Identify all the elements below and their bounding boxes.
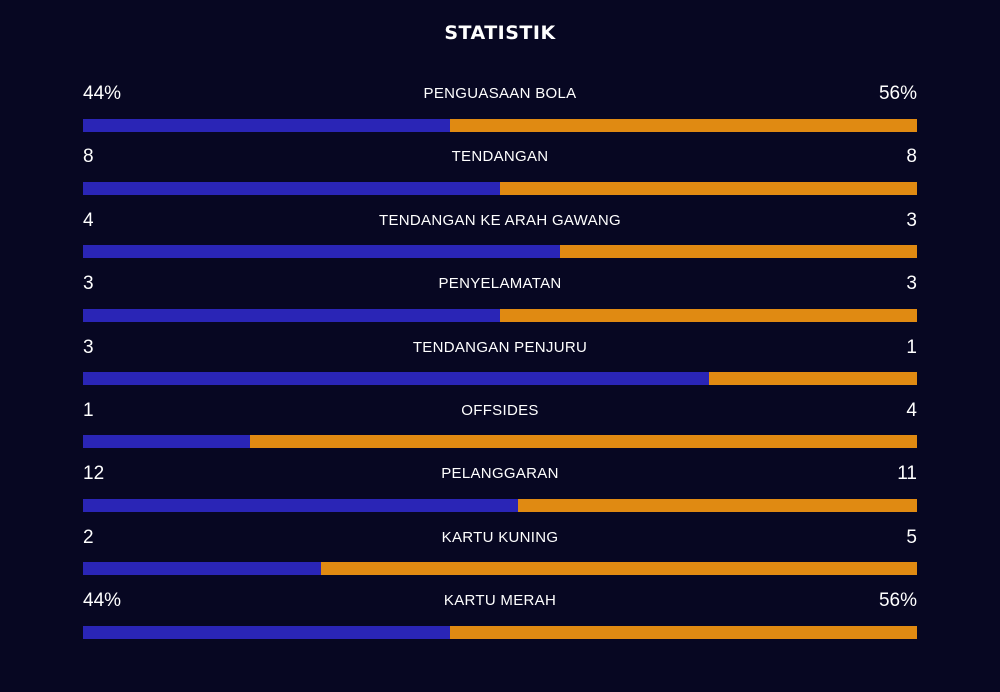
stat-comparison-bar bbox=[83, 562, 917, 576]
stat-away-bar bbox=[500, 181, 917, 195]
stat-row: 44% KARTU MERAH 56% bbox=[83, 585, 917, 648]
stat-label: OFFSIDES bbox=[461, 401, 539, 419]
stat-row: 8 TENDANGAN 8 bbox=[83, 141, 917, 204]
stat-label: PENGUASAAN BOLA bbox=[423, 85, 577, 102]
stat-comparison-bar bbox=[83, 498, 917, 512]
stat-home-value: 8 bbox=[83, 146, 94, 168]
stat-home-bar bbox=[83, 245, 560, 259]
stat-home-value: 1 bbox=[83, 399, 94, 421]
stat-home-bar bbox=[83, 118, 450, 132]
stat-label: PENYELAMATAN bbox=[438, 275, 562, 293]
stat-away-bar bbox=[518, 498, 917, 512]
stat-away-value: 56% bbox=[878, 590, 917, 612]
stat-home-bar bbox=[83, 625, 450, 639]
stat-comparison-bar bbox=[83, 308, 917, 322]
stat-home-value: 3 bbox=[83, 336, 94, 358]
page-title: STATISTIK bbox=[444, 22, 556, 44]
stat-comparison-bar bbox=[83, 435, 917, 449]
stat-away-value: 11 bbox=[897, 463, 917, 485]
stat-row: 2 KARTU KUNING 5 bbox=[83, 522, 917, 585]
stat-home-bar bbox=[83, 562, 322, 576]
stat-row: 4 TENDANGAN KE ARAH GAWANG 3 bbox=[83, 205, 917, 268]
stat-label: KARTU KUNING bbox=[441, 528, 559, 546]
stat-label: PELANGGARAN bbox=[441, 465, 559, 483]
stat-away-bar bbox=[559, 245, 917, 259]
stat-home-bar bbox=[83, 372, 709, 386]
stat-comparison-bar bbox=[83, 181, 917, 195]
stat-row: 3 TENDANGAN PENJURU 1 bbox=[83, 332, 917, 395]
stat-home-value: 44% bbox=[83, 83, 122, 104]
stat-home-bar bbox=[83, 181, 500, 195]
stat-home-bar bbox=[83, 435, 250, 449]
stat-home-value: 12 bbox=[83, 463, 105, 485]
stat-away-bar bbox=[321, 562, 917, 576]
stat-away-value: 56% bbox=[878, 83, 917, 104]
stat-home-value: 44% bbox=[83, 590, 122, 612]
stat-comparison-bar bbox=[83, 118, 917, 132]
stat-away-value: 5 bbox=[906, 526, 917, 548]
stat-row: 3 PENYELAMATAN 3 bbox=[83, 268, 917, 331]
stat-away-value: 8 bbox=[906, 146, 917, 168]
stat-label: TENDANGAN bbox=[451, 148, 549, 166]
stat-away-bar bbox=[249, 435, 917, 449]
stat-away-bar bbox=[449, 625, 917, 639]
stat-label: KARTU MERAH bbox=[443, 592, 557, 610]
stat-comparison-bar bbox=[83, 372, 917, 386]
stat-home-value: 4 bbox=[83, 209, 94, 231]
stat-away-bar bbox=[708, 372, 917, 386]
stat-away-value: 3 bbox=[906, 209, 917, 231]
stat-row: 12 PELANGGARAN 11 bbox=[83, 458, 917, 521]
stat-comparison-bar bbox=[83, 625, 917, 639]
stat-home-value: 2 bbox=[83, 526, 94, 548]
stats-list: 44% PENGUASAAN BOLA 56% 8 TENDANGAN 8 4 TENDANG… bbox=[83, 78, 917, 649]
stat-label: TENDANGAN KE ARAH GAWANG bbox=[379, 211, 621, 229]
stat-away-bar bbox=[449, 118, 917, 132]
stat-home-value: 3 bbox=[83, 273, 94, 295]
stat-label: TENDANGAN PENJURU bbox=[412, 338, 588, 356]
stat-away-bar bbox=[500, 308, 917, 322]
stat-away-value: 3 bbox=[906, 273, 917, 295]
stat-away-value: 4 bbox=[906, 399, 917, 421]
stat-row: 1 OFFSIDES 4 bbox=[83, 395, 917, 458]
stat-row: 44% PENGUASAAN BOLA 56% bbox=[83, 78, 917, 141]
stat-home-bar bbox=[83, 308, 500, 322]
stat-away-value: 1 bbox=[906, 336, 917, 358]
stat-comparison-bar bbox=[83, 245, 917, 259]
stat-home-bar bbox=[83, 498, 519, 512]
